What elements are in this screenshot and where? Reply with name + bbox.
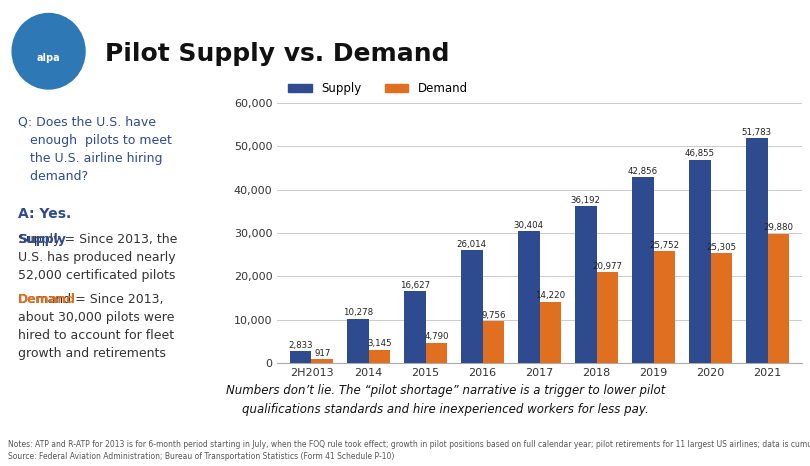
Text: 16,627: 16,627 — [399, 281, 430, 290]
Text: 42,856: 42,856 — [628, 167, 658, 176]
Bar — [654, 252, 676, 363]
Text: 46,855: 46,855 — [684, 150, 715, 158]
Text: 917: 917 — [314, 349, 330, 358]
Text: Demand = Since 2013,
about 30,000 pilots were
hired to account for fleet
growth : Demand = Since 2013, about 30,000 pilots… — [18, 293, 174, 360]
Text: 36,192: 36,192 — [571, 196, 601, 205]
Text: 20,977: 20,977 — [592, 262, 622, 271]
Text: #MoreThanReady: #MoreThanReady — [678, 442, 788, 452]
Text: Q: Does the U.S. have
   enough  pilots to meet
   the U.S. airline hiring
   de: Q: Does the U.S. have enough pilots to m… — [18, 116, 172, 183]
Text: Supply: Supply — [18, 233, 66, 246]
Text: 25,752: 25,752 — [650, 241, 680, 250]
Text: 9,756: 9,756 — [481, 311, 505, 320]
Bar — [518, 231, 539, 363]
Legend: Supply, Demand: Supply, Demand — [284, 77, 473, 100]
Text: 14,220: 14,220 — [535, 291, 565, 300]
Bar — [597, 272, 618, 363]
Bar — [539, 302, 561, 363]
Bar — [746, 138, 768, 363]
Text: Pilot Supply vs. Demand: Pilot Supply vs. Demand — [105, 42, 450, 66]
Bar — [404, 291, 425, 363]
Bar — [461, 250, 483, 363]
Bar — [768, 233, 790, 363]
Text: 26,014: 26,014 — [457, 240, 487, 249]
Bar — [632, 177, 654, 363]
Text: alpa: alpa — [36, 53, 61, 63]
Text: 2,833: 2,833 — [288, 341, 313, 350]
Text: 30,404: 30,404 — [514, 221, 544, 230]
Bar — [369, 350, 390, 363]
Bar — [425, 343, 447, 363]
Bar — [312, 359, 333, 363]
Circle shape — [12, 14, 85, 89]
Text: Numbers don’t lie. The “pilot shortage” narrative is a trigger to lower pilot
qu: Numbers don’t lie. The “pilot shortage” … — [226, 384, 665, 417]
Text: 4,790: 4,790 — [424, 332, 449, 341]
Text: Notes: ATP and R-ATP for 2013 is for 6-month period starting in July, when the F: Notes: ATP and R-ATP for 2013 is for 6-m… — [8, 440, 810, 461]
Bar — [290, 351, 312, 363]
Bar — [347, 319, 369, 363]
Text: 25,305: 25,305 — [706, 243, 736, 252]
Bar — [689, 160, 710, 363]
Text: Supply = Since 2013, the
U.S. has produced nearly
52,000 certificated pilots: Supply = Since 2013, the U.S. has produc… — [18, 233, 177, 282]
Bar — [710, 254, 732, 363]
Text: A: Yes.: A: Yes. — [18, 207, 71, 221]
Text: Demand: Demand — [18, 293, 76, 306]
Bar — [483, 321, 505, 363]
Text: 10,278: 10,278 — [343, 308, 373, 317]
Text: 29,880: 29,880 — [764, 223, 794, 232]
Text: 3,145: 3,145 — [367, 340, 392, 349]
Bar — [575, 206, 597, 363]
Text: 51,783: 51,783 — [742, 128, 772, 137]
